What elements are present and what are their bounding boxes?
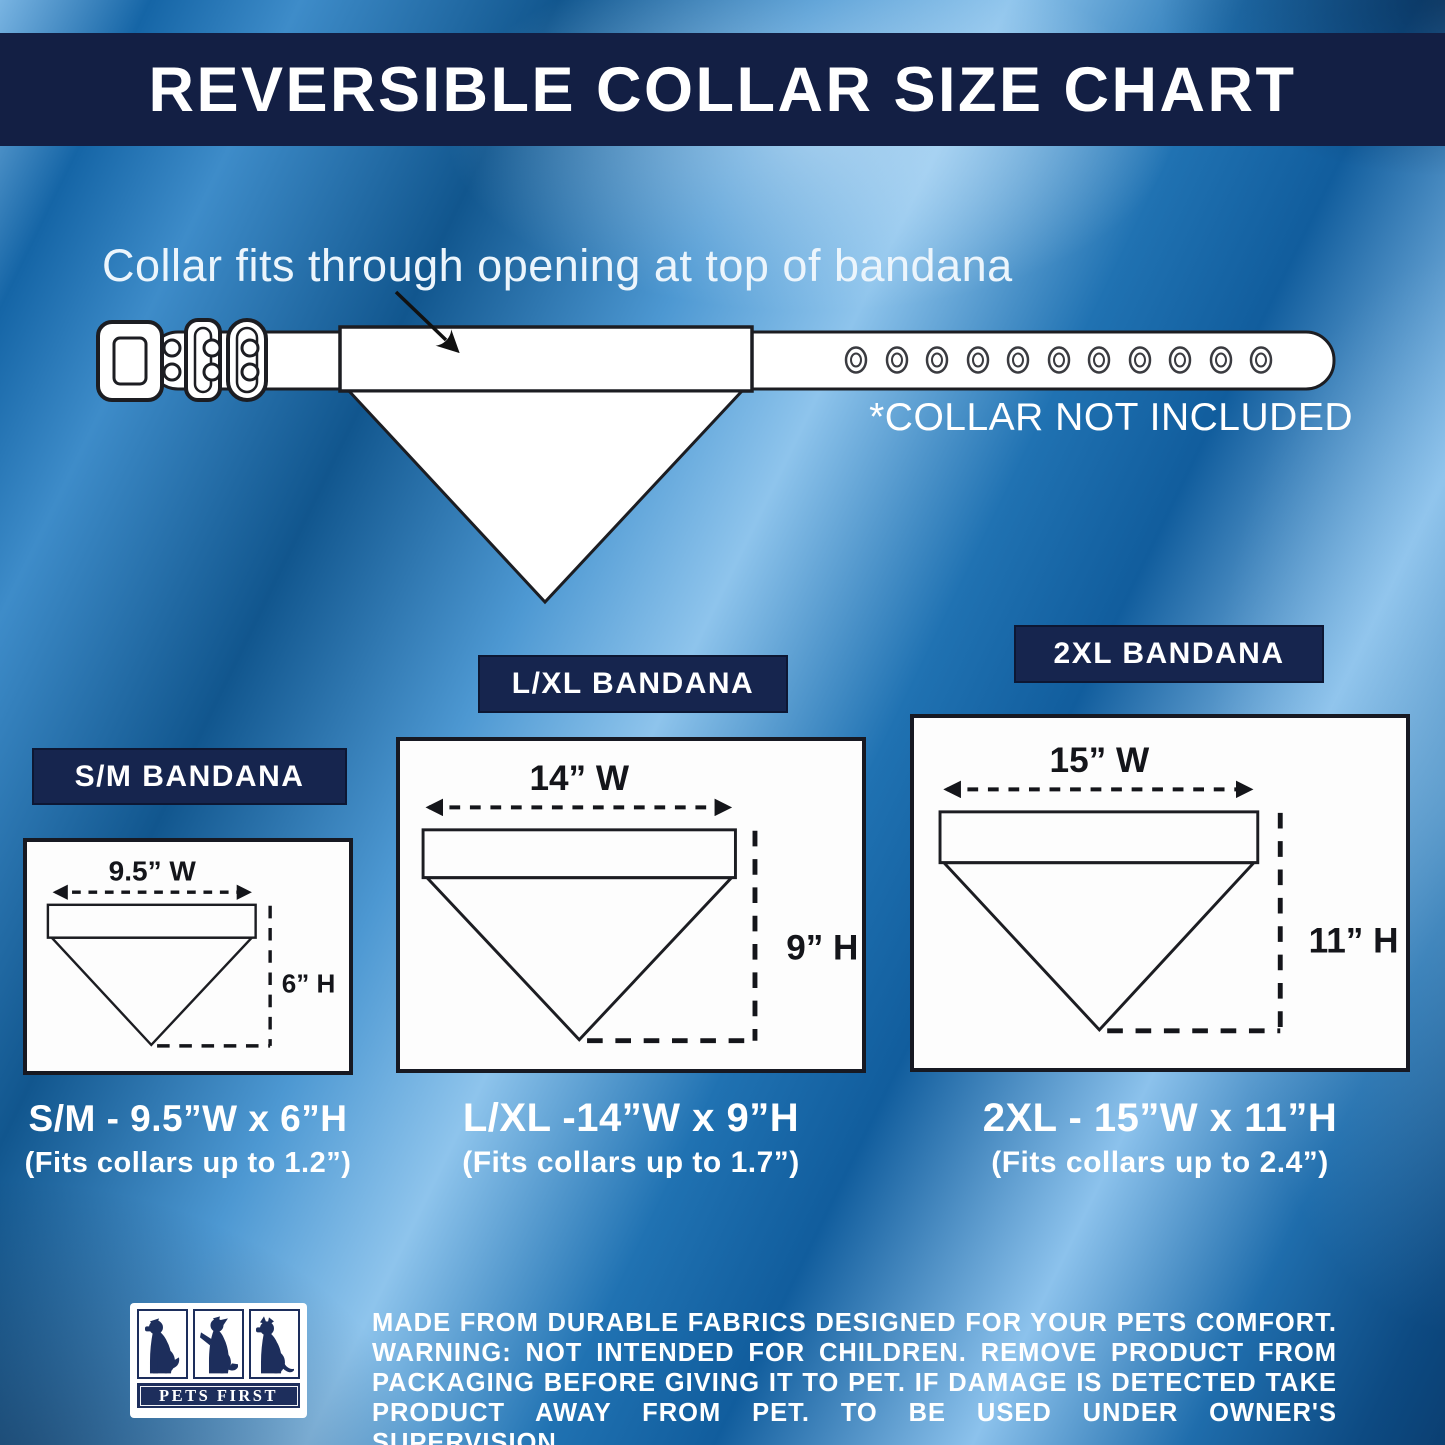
warning-line: WARNING: NOT INTENDED FOR CHILDREN. REMO… <box>372 1339 1337 1367</box>
size-diagram-lxl: 14” W 9” H <box>396 737 866 1073</box>
bandana-band-outline <box>46 903 257 939</box>
logo-dog-panels <box>137 1309 300 1379</box>
collar-not-included-note: *COLLAR NOT INCLUDED <box>869 396 1353 439</box>
warning-text-block: MADE FROM DURABLE FABRICS DESIGNED FOR Y… <box>372 1308 1337 1445</box>
bandana-sleeve <box>338 325 754 393</box>
header-band: REVERSIBLE COLLAR SIZE CHART <box>0 33 1445 146</box>
size-subcaption-2xl: (Fits collars up to 2.4”) <box>991 1146 1329 1179</box>
height-dimension-label: 6” H <box>282 969 336 999</box>
opening-pointer-arrow-icon <box>394 290 460 354</box>
pets-first-logo: PETS FIRST <box>130 1303 307 1418</box>
bandana-triangle-outline <box>940 861 1258 1033</box>
collar-illustration <box>96 290 1336 605</box>
width-dimension-label: 14” W <box>529 759 629 798</box>
instruction-text: Collar fits through opening at top of ba… <box>102 240 1013 291</box>
buckle-keeper <box>226 318 268 402</box>
buckle-icon <box>96 318 268 402</box>
dog-silhouette-icon <box>249 1309 300 1379</box>
collar-holes <box>844 346 1273 374</box>
bandana-triangle-outline <box>48 936 255 1047</box>
size-diagram-2xl: 15” W 11” H <box>910 714 1410 1072</box>
bandana-band-outline <box>938 810 1260 865</box>
width-dimension-label: 9.5” W <box>109 856 197 887</box>
warning-line: MADE FROM DURABLE FABRICS DESIGNED FOR Y… <box>372 1309 1337 1337</box>
width-dimension-label: 15” W <box>1050 741 1151 780</box>
dog-silhouette-icon <box>193 1309 244 1379</box>
size-label-2xl: 2XL BANDANA <box>1014 625 1324 683</box>
buckle-keeper <box>184 318 222 402</box>
warning-line: PRODUCT AWAY FROM PET. TO BE USED UNDER … <box>372 1399 1337 1445</box>
height-dimension-label: 11” H <box>1309 922 1399 961</box>
bandana-band-outline <box>421 828 737 880</box>
logo-text-band: PETS FIRST <box>137 1383 300 1408</box>
size-label-sm: S/M BANDANA <box>32 748 347 805</box>
warning-line: PACKAGING BEFORE GIVING IT TO PET. IF DA… <box>372 1369 1337 1397</box>
size-subcaption-sm: (Fits collars up to 1.2”) <box>24 1147 352 1179</box>
size-label-2xl-text: 2XL BANDANA <box>1053 637 1285 670</box>
logo-text: PETS FIRST <box>159 1385 278 1405</box>
bandana-triangle <box>345 389 746 605</box>
size-caption-lxl: L/XL -14”W x 9”H <box>462 1096 800 1140</box>
buckle-holes <box>162 338 260 382</box>
height-dimension-label: 9” H <box>786 929 858 968</box>
page-title: REVERSIBLE COLLAR SIZE CHART <box>148 54 1297 125</box>
size-caption-2xl: 2XL - 15”W x 11”H <box>982 1096 1338 1140</box>
bandana-triangle-outline <box>423 876 735 1042</box>
size-diagram-sm: 9.5” W 6” H <box>23 838 353 1075</box>
size-label-lxl-text: L/XL BANDANA <box>511 667 755 700</box>
size-label-lxl: L/XL BANDANA <box>478 655 788 713</box>
size-label-sm-text: S/M BANDANA <box>74 759 305 793</box>
size-caption-sm: S/M - 9.5”W x 6”H <box>28 1098 348 1139</box>
size-subcaption-lxl: (Fits collars up to 1.7”) <box>462 1146 800 1179</box>
dog-silhouette-icon <box>137 1309 188 1379</box>
